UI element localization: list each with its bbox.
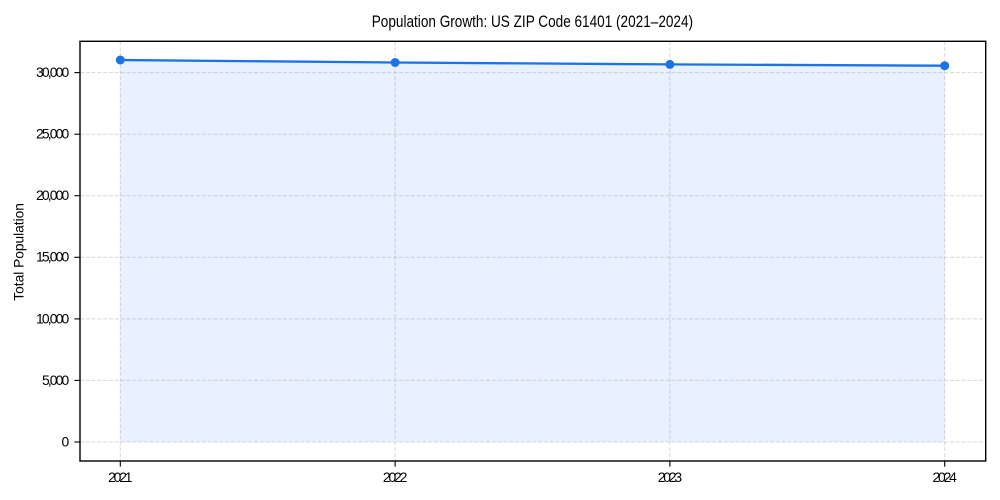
svg-text:0: 0 (61, 433, 69, 449)
svg-text:2022: 2022 (383, 469, 408, 485)
svg-text:2021: 2021 (108, 469, 133, 485)
svg-text:25,000: 25,000 (36, 126, 69, 142)
svg-text:10,000: 10,000 (36, 310, 69, 326)
svg-text:5,000: 5,000 (42, 372, 69, 388)
svg-text:Total Population: Total Population (11, 203, 27, 301)
svg-text:2024: 2024 (933, 469, 958, 485)
svg-text:30,000: 30,000 (36, 64, 69, 80)
svg-text:Population Growth: US ZIP Code: Population Growth: US ZIP Code 61401 (20… (372, 13, 693, 31)
svg-text:15,000: 15,000 (36, 249, 69, 265)
svg-text:2023: 2023 (658, 469, 683, 485)
svg-text:20,000: 20,000 (36, 187, 69, 203)
